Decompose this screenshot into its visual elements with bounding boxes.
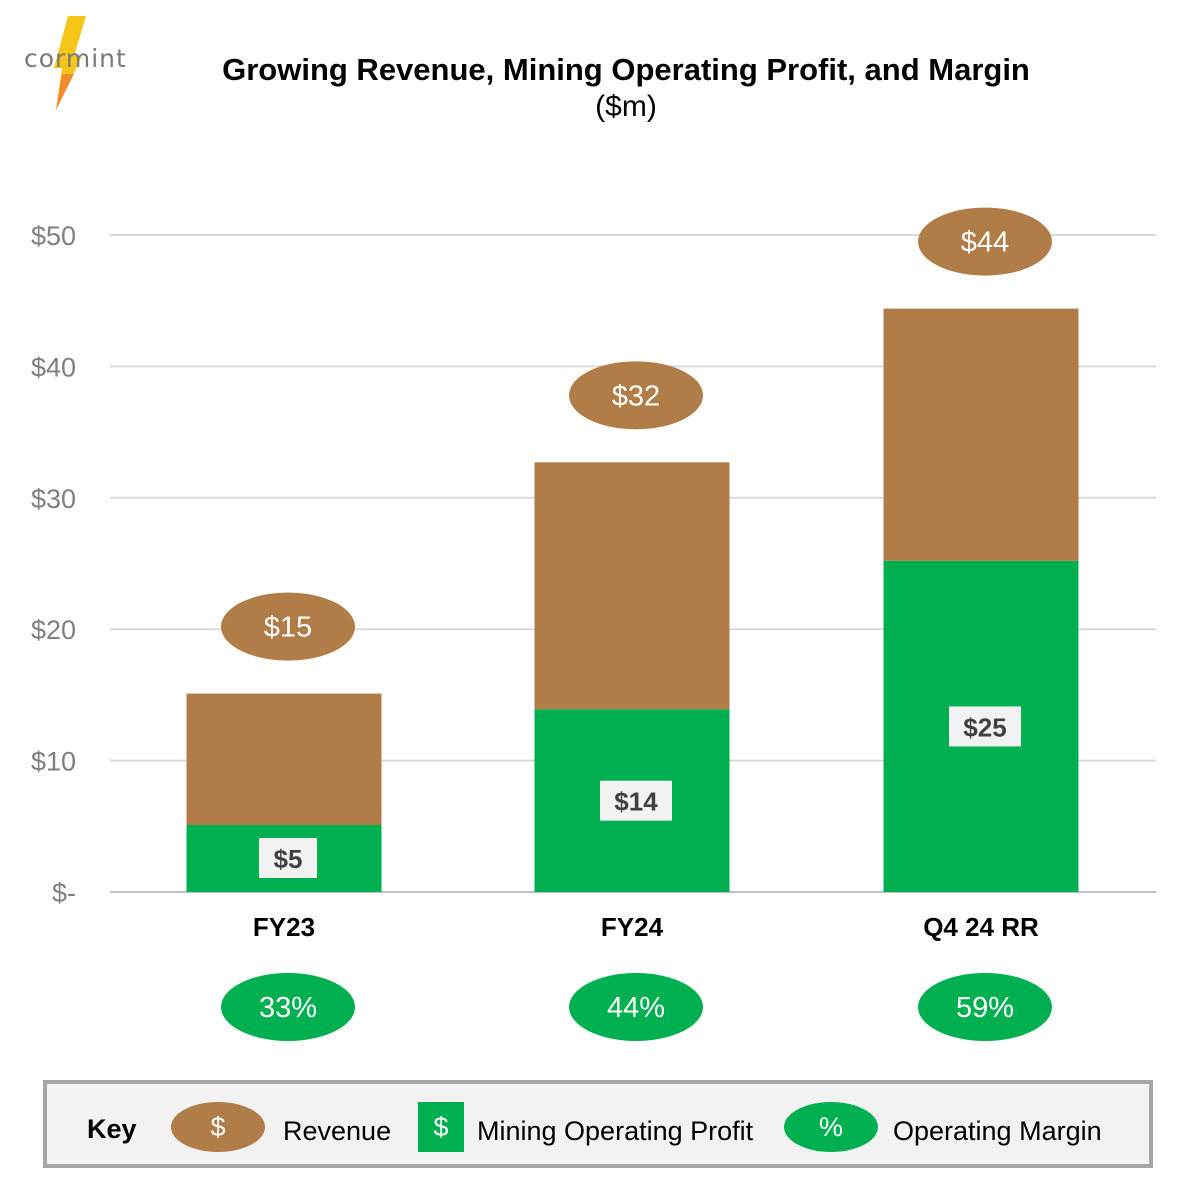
key-profit-swatch: $ bbox=[418, 1102, 464, 1152]
y-tick-label: $20 bbox=[31, 615, 76, 645]
y-tick-label: $- bbox=[52, 878, 76, 908]
y-tick-label: $50 bbox=[31, 221, 76, 251]
chart-title: Growing Revenue, Mining Operating Profit… bbox=[222, 52, 1030, 87]
y-tick-label: $10 bbox=[31, 747, 76, 777]
x-category-label: Q4 24 RR bbox=[923, 912, 1039, 942]
margin-value-label: 59% bbox=[956, 992, 1014, 1024]
margin-ellipse bbox=[569, 973, 703, 1041]
profit-label-box bbox=[949, 706, 1021, 747]
profit-value-label: $5 bbox=[274, 844, 303, 874]
key-title: Key bbox=[87, 1114, 137, 1144]
lightning-bolt-icon bbox=[54, 16, 86, 110]
x-category-label: FY24 bbox=[601, 912, 664, 942]
bar-revenue bbox=[883, 308, 1079, 561]
y-tick-label: $30 bbox=[31, 484, 76, 514]
key-revenue-swatch: $ bbox=[171, 1102, 265, 1152]
margin-ellipse bbox=[918, 973, 1052, 1041]
profit-value-label: $25 bbox=[963, 712, 1006, 742]
revenue-ellipse bbox=[918, 207, 1052, 276]
stacked-bar-chart: $- $10 $20 $30 $40 $50 $5 $15 FY23 33% $14 $32 FY24 4… bbox=[31, 207, 1156, 1041]
chart-key: Key $ Revenue $ Mining Operating Profit … bbox=[43, 1080, 1153, 1168]
logo-text: cormint bbox=[24, 44, 127, 73]
revenue-ellipse bbox=[569, 361, 703, 430]
revenue-ellipse bbox=[221, 592, 355, 661]
key-margin-label: Operating Margin bbox=[893, 1116, 1102, 1146]
bar-revenue bbox=[534, 462, 730, 710]
y-tick-label: $40 bbox=[31, 352, 76, 382]
margin-value-label: 33% bbox=[259, 992, 317, 1024]
profit-value-label: $14 bbox=[614, 787, 658, 817]
x-category-label: FY23 bbox=[253, 912, 315, 942]
profit-label-box bbox=[259, 838, 317, 878]
key-margin-swatch: % bbox=[784, 1102, 878, 1152]
bar-revenue bbox=[186, 693, 382, 825]
key-profit-label: Mining Operating Profit bbox=[477, 1116, 754, 1146]
profit-label-box bbox=[600, 780, 672, 821]
margin-value-label: 44% bbox=[607, 992, 665, 1024]
chart-subtitle: ($m) bbox=[595, 90, 657, 123]
key-revenue-label: Revenue bbox=[283, 1116, 392, 1146]
margin-ellipse bbox=[221, 973, 355, 1041]
revenue-value-label: $44 bbox=[961, 227, 1009, 259]
revenue-value-label: $32 bbox=[612, 380, 660, 412]
cormint-logo: cormint bbox=[18, 14, 128, 114]
revenue-value-label: $15 bbox=[264, 612, 312, 644]
